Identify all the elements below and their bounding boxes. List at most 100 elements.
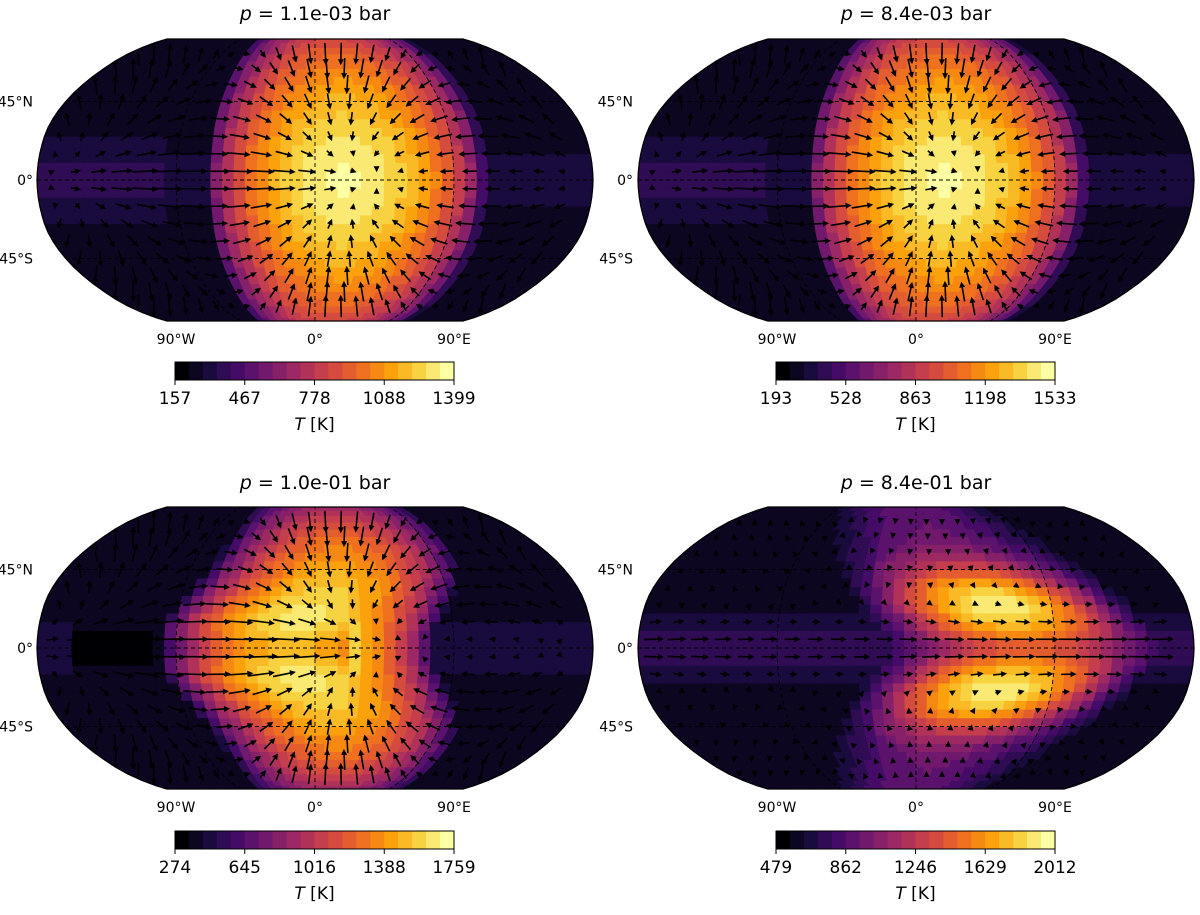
- temperature-cell: [383, 188, 397, 198]
- temperature-cell: [897, 291, 909, 300]
- temperature-cell: [1076, 188, 1090, 198]
- temperature-cell: [347, 691, 361, 701]
- temperature-cell: [295, 743, 307, 752]
- temperature-cell: [233, 179, 247, 190]
- wind-arrow: [369, 112, 378, 126]
- temperature-cell: [200, 214, 215, 225]
- temperature-cell: [1121, 197, 1136, 207]
- temperature-cell: [406, 188, 420, 198]
- temperature-cell: [335, 240, 349, 251]
- temperature-cell: [314, 773, 324, 781]
- temperature-cell: [140, 170, 154, 181]
- temperature-cell: [780, 223, 795, 233]
- wind-arrow: [528, 203, 545, 210]
- temperature-cell: [346, 109, 360, 120]
- wind-arrow: [455, 133, 476, 140]
- wind-arrow: [326, 131, 333, 142]
- title-variable: p: [239, 3, 252, 25]
- wind-arrow: [436, 202, 454, 209]
- panel-title: p = 1.1e-03 bar: [239, 3, 391, 25]
- temperature-cell: [895, 266, 907, 276]
- temperature-cell: [296, 751, 307, 760]
- temperature-cell: [294, 734, 306, 744]
- temperature-cell: [296, 759, 308, 768]
- wind-arrow: [524, 132, 542, 140]
- colorbar-segment: [202, 362, 218, 380]
- temperature-cell: [475, 188, 489, 198]
- temperature-cell: [982, 127, 996, 137]
- temperature-cell: [1026, 127, 1041, 137]
- temperature-cell: [314, 127, 327, 137]
- wind-arrow: [216, 98, 234, 105]
- wind-arrow: [136, 203, 157, 210]
- temperature-cell: [1084, 135, 1099, 146]
- temperature-cell: [483, 214, 498, 225]
- colorbar-segment: [971, 362, 986, 380]
- temperature-cell: [938, 170, 952, 181]
- temperature-cell: [247, 39, 261, 43]
- temperature-cell: [915, 144, 928, 155]
- temperature-cell: [129, 179, 142, 190]
- wind-arrow: [496, 269, 509, 281]
- temperature-cell: [494, 135, 509, 146]
- temperature-cell: [857, 179, 871, 190]
- temperature-cell: [822, 170, 836, 181]
- wind-arrow: [167, 268, 179, 282]
- wind-arrow: [481, 284, 490, 298]
- temperature-cell: [709, 144, 724, 155]
- temperature-cell: [348, 197, 362, 207]
- wind-arrow: [326, 150, 334, 157]
- temperature-cell: [1073, 135, 1088, 146]
- temperature-cell: [765, 179, 778, 190]
- wind-arrow: [326, 93, 333, 110]
- temperature-cell: [935, 92, 948, 102]
- temperature-cell: [450, 39, 468, 43]
- temperature-cell: [1144, 197, 1159, 207]
- wind-arrow: [307, 295, 314, 317]
- wind-arrow: [48, 170, 55, 176]
- wind-arrow: [90, 186, 108, 192]
- wind-arrow: [162, 220, 183, 228]
- temperature-cell: [334, 258, 347, 268]
- temperature-cell: [1026, 223, 1041, 233]
- colorbar-segment: [398, 362, 413, 380]
- wind-arrow: [418, 168, 428, 175]
- temperature-cell: [1084, 214, 1099, 225]
- temperature-cell: [314, 766, 324, 775]
- temperature-cell: [959, 118, 973, 128]
- temperature-cell: [314, 101, 327, 111]
- temperature-cell: [403, 127, 417, 137]
- wind-arrow: [126, 235, 139, 247]
- temperature-cell: [202, 39, 217, 43]
- colorbar-segment: [957, 362, 972, 380]
- temperature-cell: [359, 214, 373, 225]
- temperature-cell: [741, 179, 755, 190]
- temperature-cell: [164, 162, 178, 172]
- wind-arrow: [206, 133, 229, 140]
- temperature-cell: [934, 266, 947, 276]
- wind-arrow: [386, 94, 397, 109]
- colorbar-tick-label: 863: [899, 389, 931, 409]
- wind-arrow: [418, 185, 428, 192]
- wind-arrow: [524, 220, 542, 228]
- temperature-cell: [812, 144, 826, 155]
- temperature-cell: [296, 68, 307, 77]
- temperature-cell: [407, 39, 422, 43]
- temperature-cell: [1019, 188, 1033, 198]
- temperature-cell: [298, 47, 309, 55]
- temperature-cell: [709, 205, 724, 216]
- wind-arrow: [326, 112, 333, 126]
- temperature-cell: [359, 135, 373, 146]
- temperature-cell: [300, 41, 309, 48]
- temperature-cell: [200, 135, 215, 146]
- wind-arrow: [92, 265, 99, 285]
- temperature-cell: [176, 153, 190, 163]
- temperature-cell: [915, 76, 927, 85]
- temperature-cell: [545, 170, 559, 181]
- colorbar-segment: [776, 362, 791, 380]
- temperature-cell: [1064, 197, 1078, 207]
- temperature-cell: [938, 188, 952, 198]
- temperature-cell: [333, 743, 345, 752]
- temperature-cell: [358, 232, 372, 242]
- temperature-cell: [915, 258, 927, 268]
